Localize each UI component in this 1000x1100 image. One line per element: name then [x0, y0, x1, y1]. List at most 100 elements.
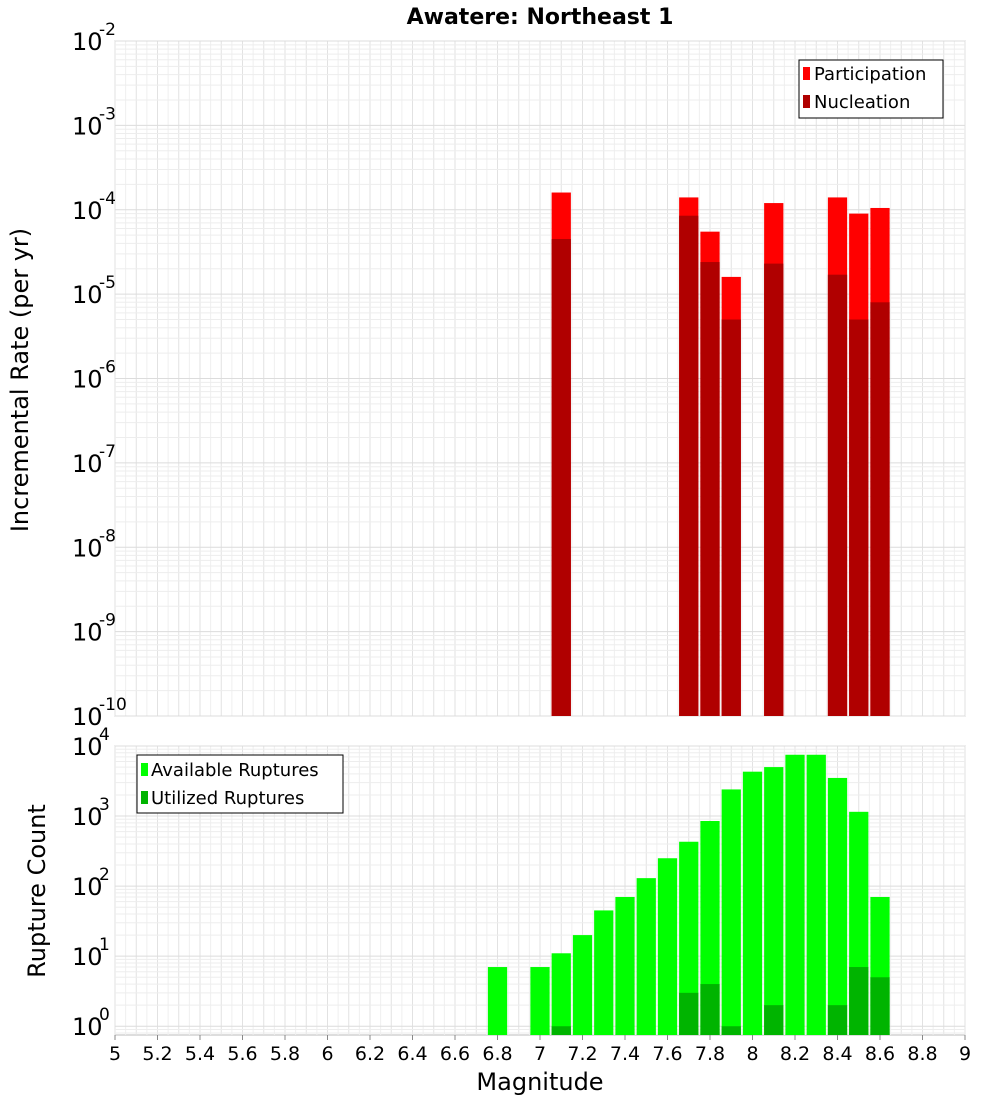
bar-available-ruptures: [742, 771, 763, 1035]
x-tick-label: 5.4: [185, 1043, 215, 1065]
bar-nucleation: [551, 239, 571, 716]
y-tick-label: 10: [72, 197, 103, 225]
y-tick-label: 10: [72, 112, 103, 140]
y-tick-exponent: 0: [99, 1005, 110, 1025]
x-tick-label: 6.4: [397, 1043, 427, 1065]
bar-available-ruptures: [487, 967, 508, 1035]
x-tick-label: 5: [109, 1043, 121, 1065]
bar-utilized-ruptures: [679, 992, 699, 1035]
y-tick-label: 10: [72, 28, 103, 56]
x-tick-label: 5.6: [227, 1043, 257, 1065]
bar-utilized-ruptures: [700, 984, 720, 1035]
bar-utilized-ruptures: [849, 967, 869, 1035]
x-axis-title: Magnitude: [476, 1068, 603, 1096]
y-tick-label: 10: [72, 943, 103, 971]
y-tick-exponent: 3: [99, 795, 110, 815]
bar-available-ruptures: [594, 910, 614, 1035]
chart-title: Awatere: Northeast 1: [407, 5, 674, 30]
bar-available-ruptures: [636, 878, 656, 1035]
y-tick-exponent: -7: [99, 442, 116, 462]
y-tick-label: 10: [72, 703, 103, 731]
bottom-legend: Available Ruptures Utilized Ruptures: [136, 754, 344, 814]
y-tick-exponent: -3: [99, 104, 116, 124]
y-tick-label: 10: [72, 733, 103, 761]
y-tick-label: 10: [72, 366, 103, 394]
y-tick-exponent: -9: [99, 611, 116, 631]
x-tick-label: 8.2: [780, 1043, 810, 1065]
y-tick-label: 10: [72, 873, 103, 901]
legend-swatch-available: [141, 763, 148, 776]
bar-available-ruptures: [572, 935, 593, 1035]
y-tick-exponent: 2: [99, 865, 110, 885]
bar-nucleation: [870, 302, 890, 716]
y-tick-label: 10: [72, 619, 103, 647]
x-tick-label: 8.4: [822, 1043, 852, 1065]
bar-available-ruptures: [806, 754, 826, 1035]
y-tick-exponent: -6: [99, 358, 116, 378]
bar-available-ruptures: [785, 754, 805, 1035]
x-tick-label: 6.8: [482, 1043, 512, 1065]
y-tick-exponent: -2: [99, 20, 116, 40]
legend-label-available: Available Ruptures: [151, 760, 319, 781]
x-tick-label: 7.2: [567, 1043, 597, 1065]
y-tick-exponent: -8: [99, 526, 116, 546]
y-tick-label: 10: [72, 450, 103, 478]
bar-nucleation: [700, 262, 720, 716]
x-tick-label: 9: [959, 1043, 971, 1065]
bar-utilized-ruptures: [870, 977, 890, 1035]
x-tick-label: 8.6: [865, 1043, 895, 1065]
bar-nucleation: [721, 319, 741, 716]
bottom-y-axis-title: Rupture Count: [23, 804, 51, 978]
x-tick-label: 5.8: [270, 1043, 300, 1065]
x-tick-label: 7.6: [652, 1043, 682, 1065]
legend-label-participation: Participation: [814, 64, 926, 85]
legend-label-utilized: Utilized Ruptures: [151, 788, 304, 809]
bottom-legend-box: [136, 754, 344, 814]
bar-available-ruptures: [764, 767, 784, 1035]
bottom-bars: [487, 754, 890, 1035]
legend-swatch-utilized: [141, 791, 148, 804]
bar-nucleation: [827, 274, 848, 716]
x-tick-labels: 5 5.2 5.4 5.6 5.8 6 6.2 6.4 6.6 6.8 7 7.2 7.4 7.6 7.8 8…: [109, 1035, 971, 1065]
y-tick-exponent: 1: [99, 935, 110, 955]
x-tick-label: 5.2: [142, 1043, 172, 1065]
top-gridlines: [114, 40, 966, 717]
bar-available-ruptures: [615, 896, 635, 1035]
x-tick-label: 6.2: [355, 1043, 385, 1065]
legend-swatch-nucleation: [803, 95, 810, 108]
bar-available-ruptures: [721, 789, 741, 1035]
legend-label-nucleation: Nucleation: [814, 92, 910, 113]
top-legend: Participation Nucleation: [798, 59, 944, 119]
x-tick-label: 6.6: [440, 1043, 470, 1065]
x-tick-label: 7.8: [695, 1043, 725, 1065]
bar-utilized-ruptures: [764, 1005, 784, 1035]
bar-available-ruptures: [827, 777, 848, 1035]
y-tick-label: 10: [72, 281, 103, 309]
y-tick-exponent: -4: [99, 189, 116, 209]
bar-available-ruptures: [700, 821, 720, 1035]
x-tick-label: 8: [746, 1043, 758, 1065]
legend-swatch-participation: [803, 67, 810, 80]
y-tick-exponent: -5: [99, 273, 116, 293]
bar-nucleation: [764, 263, 784, 716]
bar-available-ruptures: [657, 858, 678, 1035]
bar-nucleation: [849, 319, 869, 716]
x-tick-label: 7: [534, 1043, 546, 1065]
y-tick-label: 10: [72, 803, 103, 831]
x-tick-label: 8.8: [907, 1043, 937, 1065]
top-legend-box: [798, 59, 944, 119]
bar-available-ruptures: [551, 953, 571, 1035]
bar-available-ruptures: [679, 841, 699, 1035]
bar-utilized-ruptures: [827, 1005, 848, 1035]
y-tick-exponent: -10: [99, 695, 127, 715]
y-tick-label: 10: [72, 1013, 103, 1041]
y-tick-exponent: 4: [99, 725, 110, 745]
y-tick-label: 10: [72, 534, 103, 562]
bar-utilized-ruptures: [721, 1026, 741, 1035]
top-y-axis-title: Incremental Rate (per yr): [6, 228, 34, 532]
bar-utilized-ruptures: [551, 1026, 571, 1035]
